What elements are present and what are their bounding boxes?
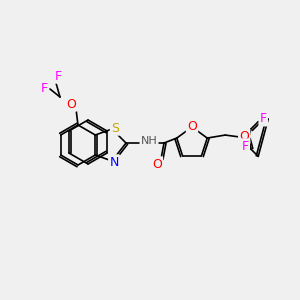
Text: F: F: [260, 112, 267, 125]
Text: N: N: [109, 155, 119, 169]
Text: F: F: [54, 70, 61, 83]
Text: F: F: [40, 82, 48, 95]
Text: NH: NH: [141, 136, 158, 146]
Text: O: O: [152, 158, 162, 170]
Text: O: O: [187, 119, 197, 133]
Text: S: S: [111, 122, 119, 134]
Text: O: O: [239, 130, 249, 142]
Text: F: F: [242, 140, 249, 153]
Text: O: O: [66, 98, 76, 110]
